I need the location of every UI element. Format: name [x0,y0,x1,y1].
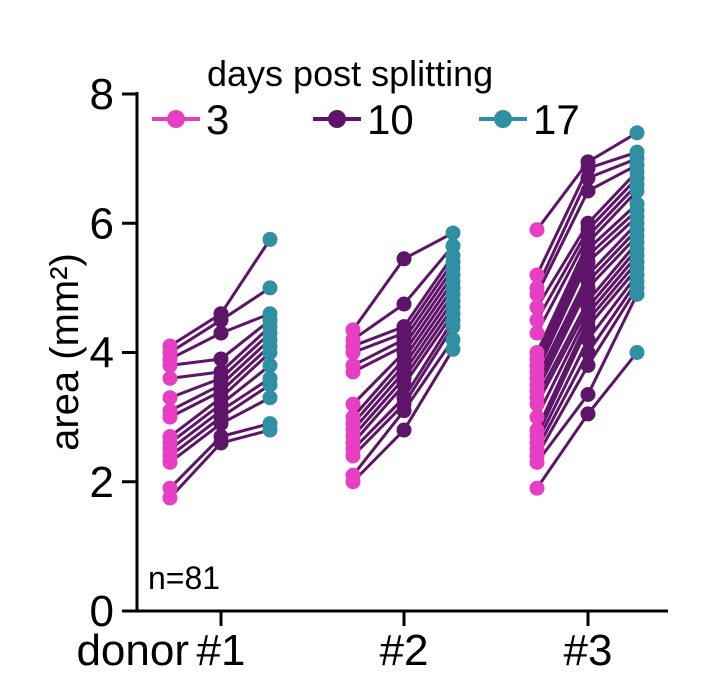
y-tick-label: 2 [90,458,114,507]
x-tick-prefix: donor [76,626,189,675]
y-tick-label: 6 [90,199,114,248]
data-point [213,325,229,341]
data-point [345,357,361,373]
data-point [529,267,545,283]
x-tick-label: #3 [564,626,613,675]
legend-title: days post splitting [207,53,493,94]
y-tick-label: 4 [90,329,114,378]
data-point [529,345,545,360]
data-point [396,319,412,335]
data-point [529,480,545,496]
data-point [580,267,596,283]
data-point [162,390,178,406]
data-point [580,215,596,231]
y-axis-title: area (mm²) [43,253,87,451]
data-point [580,183,596,199]
data-point [445,225,461,241]
data-point [162,370,178,386]
legend-marker [328,110,346,128]
data-point [529,299,545,315]
data-point [262,390,278,406]
data-point [580,406,596,422]
data-point [580,154,596,170]
data-point [213,351,229,367]
data-point [580,357,596,373]
data-point [162,338,178,354]
data-point [262,357,278,373]
data-point [629,144,645,160]
legend-marker [494,110,512,128]
data-point [213,364,229,380]
data-point [262,231,278,247]
x-tick-label: #2 [380,626,429,675]
data-point [580,293,596,309]
data-point [162,480,178,496]
data-point [345,396,361,412]
n-annotation: n=81 [148,560,220,596]
data-point [529,222,545,238]
connecting-lines [168,131,639,499]
data-point [445,238,461,254]
y-tick-label: 8 [90,70,114,119]
data-point [529,325,545,341]
data-point [262,370,278,386]
legend-label: 10 [367,96,414,143]
data-point [345,322,361,338]
y-ticks: 0 2 4 6 8 [90,70,137,636]
data-point [580,387,596,403]
data-point [396,390,412,406]
data-points [162,125,645,506]
legend-label: 3 [206,96,229,143]
data-point [162,429,178,445]
data-point [396,296,412,312]
data-point [629,196,645,212]
data-point [213,429,229,445]
x-tick-label: #1 [197,626,246,675]
legend-marker [167,110,185,128]
legend-label: 17 [533,96,580,143]
data-point [262,306,278,322]
data-point [396,422,412,438]
data-point [345,409,361,425]
data-point [629,125,645,141]
data-point [529,422,545,438]
data-point [396,251,412,267]
data-point [629,345,645,360]
data-point [162,403,178,419]
data-point [345,467,361,483]
data-point [580,345,596,360]
data-point [529,409,545,425]
data-point [529,312,545,328]
data-point [529,280,545,296]
data-point [262,280,278,296]
data-point [213,306,229,322]
legend: 3 10 17 [152,96,580,143]
y-tick-label: 0 [90,587,114,636]
data-point [262,416,278,432]
data-point [580,332,596,348]
data-point [445,332,461,348]
